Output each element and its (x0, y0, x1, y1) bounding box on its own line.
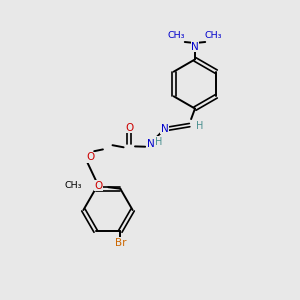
Text: O: O (125, 123, 133, 133)
Text: H: H (155, 137, 163, 147)
Text: O: O (86, 152, 94, 162)
Text: N: N (160, 124, 168, 134)
Text: CH₃: CH₃ (168, 31, 185, 40)
Text: O: O (94, 181, 103, 191)
Text: Br: Br (115, 238, 126, 248)
Text: H: H (196, 121, 203, 131)
Text: CH₃: CH₃ (205, 31, 222, 40)
Text: N: N (147, 139, 154, 149)
Text: CH₃: CH₃ (65, 181, 82, 190)
Text: N: N (191, 42, 199, 52)
